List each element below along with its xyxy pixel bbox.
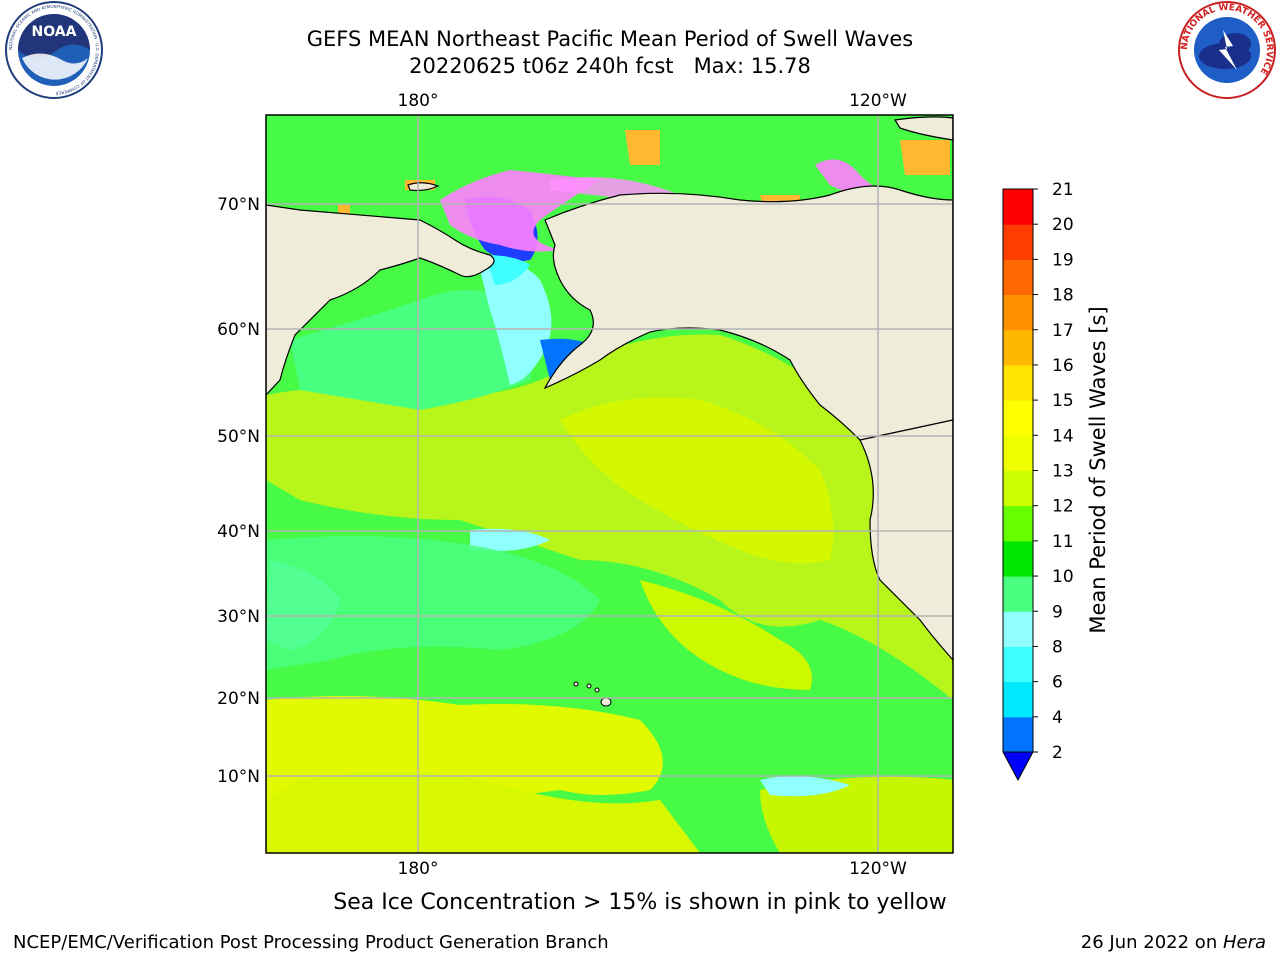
sea-ice-orange-a — [625, 130, 660, 165]
colorbar-tick-label: 11 — [1052, 532, 1074, 552]
colorbar-tick-label: 6 — [1052, 673, 1063, 693]
colorbar-tick-label: 13 — [1052, 462, 1074, 482]
colorbar-swatch — [1003, 364, 1033, 401]
noaa-logo-icon[interactable]: NOAA NATIONAL OCEANIC AND ATMOSPHERIC AD… — [2, 0, 106, 100]
lat-label-20n: 20°N — [217, 689, 260, 709]
swell-zone-chukchi-cyan — [485, 255, 530, 285]
sea-ice-orange-b — [900, 140, 950, 175]
swell-period-field — [266, 196, 953, 853]
lon-label-120w-top: 120°W — [849, 91, 907, 111]
colorbar-tick-label: 19 — [1052, 250, 1074, 270]
colorbar-tick-label: 17 — [1052, 321, 1074, 341]
colorbar-swatch — [1003, 294, 1033, 331]
colorbar-tick-label: 2 — [1052, 743, 1063, 763]
lat-label-40n: 40°N — [217, 522, 260, 542]
colorbar-swatch — [1003, 646, 1033, 683]
swell-zone-13-14s-central — [640, 580, 812, 690]
colorbar-swatch — [1003, 505, 1033, 542]
lat-label-10n: 10°N — [217, 767, 260, 787]
colorbar-swatch — [1003, 329, 1033, 366]
colorbar-tick-label: 9 — [1052, 602, 1063, 622]
land-masses — [266, 116, 953, 661]
land-siberia — [266, 204, 495, 396]
lat-label-30n: 30°N — [217, 607, 260, 627]
chart-title: GEFS MEAN Northeast Pacific Mean Period … — [306, 27, 914, 51]
lat-label-70n: 70°N — [217, 195, 260, 215]
colorbar-swatch — [1003, 540, 1033, 577]
footer-host: Hera — [1222, 932, 1266, 953]
land-alaska — [543, 185, 953, 441]
lon-labels-bottom: 180° 120°W — [398, 859, 908, 879]
chart-subtitle: 20220625 t06z 240h fcst Max: 15.78 — [409, 54, 811, 78]
colorbar-swatch — [1003, 716, 1033, 753]
footer-date-text: 26 Jun 2022 on — [1080, 932, 1223, 953]
swell-zone-8-9s-b — [760, 776, 850, 797]
lon-labels-top: 180° 120°W — [398, 91, 908, 111]
swell-zone-bering-cyan — [480, 264, 552, 385]
colorbar-tick-label: 12 — [1052, 497, 1074, 517]
colorbar-tick-label: 21 — [1052, 180, 1074, 200]
swell-zone-south-yellow — [266, 772, 700, 853]
hawaii-islands — [573, 681, 612, 707]
nws-logo-icon[interactable]: NATIONAL WEATHER SERVICE — [1175, 0, 1280, 100]
lat-label-50n: 50°N — [217, 427, 260, 447]
colorbar-swatch — [1003, 259, 1033, 296]
lat-label-60n: 60°N — [217, 320, 260, 340]
map-plot-area[interactable] — [266, 115, 953, 853]
colorbar-swatch — [1003, 470, 1033, 507]
lon-label-120w-bottom: 120°W — [849, 859, 907, 879]
colorbar-tick-label: 16 — [1052, 356, 1074, 376]
swell-zone-12-13s — [266, 334, 953, 700]
colorbar: 21 20 19 18 17 16 15 14 13 12 11 10 9 8 6 4 2 — [1002, 180, 1074, 782]
colorbar-extend-arrow — [1002, 751, 1034, 782]
footer-date: 26 Jun 2022 on Hera — [1081, 932, 1266, 953]
footer-credit: NCEP/EMC/Verification Post Processing Pr… — [13, 932, 609, 953]
swell-zone-bering — [290, 290, 533, 410]
lat-labels: 70°N 60°N 50°N 40°N 30°N 20°N 10°N — [217, 195, 260, 787]
swell-zone-13-14s-ne — [560, 397, 834, 564]
lon-label-180-bottom: 180° — [398, 859, 439, 879]
colorbar-tick-label: 18 — [1052, 286, 1074, 306]
land-canada-coast — [859, 419, 953, 661]
land-island-wrangel — [407, 182, 440, 192]
swell-zone-8-9s-a — [470, 528, 550, 552]
graticule — [266, 115, 953, 853]
colorbar-tick-label: 10 — [1052, 567, 1074, 587]
colorbar-tick-label: 4 — [1052, 708, 1063, 728]
colorbar-tick-label: 20 — [1052, 215, 1074, 235]
colorbar-swatch — [1003, 400, 1033, 436]
swell-zone-9-10s-belt — [266, 536, 600, 670]
sea-ice-caption: Sea Ice Concentration > 15% is shown in … — [333, 890, 947, 915]
swell-zone-se-yellow — [760, 776, 953, 853]
land-hudson-north — [894, 116, 953, 141]
colorbar-tick-label: 15 — [1052, 391, 1074, 411]
colorbar-label: Mean Period of Swell Waves [s] — [1086, 306, 1110, 634]
map-frame — [265, 114, 954, 854]
colorbar-swatch — [1003, 576, 1033, 612]
colorbar-swatch — [1003, 224, 1033, 260]
colorbar-swatch — [1003, 681, 1033, 718]
colorbar-swatch — [1003, 611, 1033, 647]
colorbar-swatch — [1003, 189, 1033, 225]
colorbar-swatch — [1003, 435, 1033, 471]
colorbar-tick-label: 8 — [1052, 637, 1063, 657]
colorbar-tick-label: 14 — [1052, 426, 1074, 446]
noaa-logo-text: NOAA — [32, 24, 77, 40]
lon-label-180-top: 180° — [398, 91, 439, 111]
